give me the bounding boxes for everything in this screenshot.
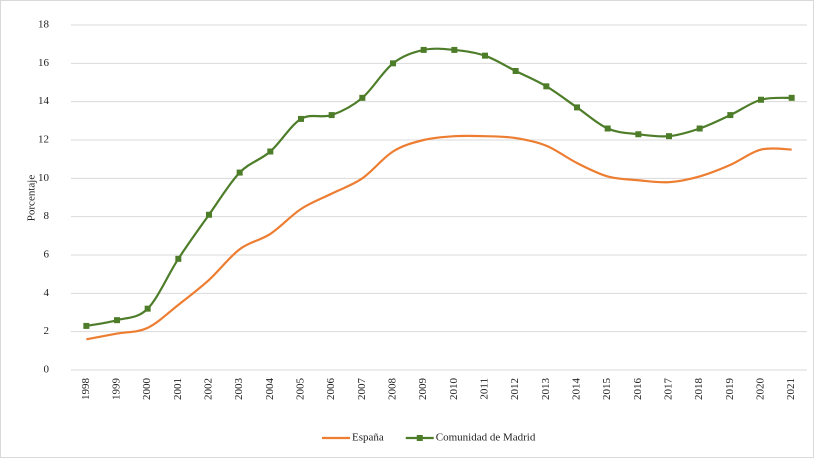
legend-marker — [416, 435, 423, 441]
point-marker — [666, 133, 672, 140]
x-tick-label: 2018 — [693, 378, 705, 401]
x-tick-label: 2013 — [540, 378, 552, 401]
point-marker — [512, 68, 519, 74]
point-marker — [298, 115, 304, 122]
x-tick-label: 2009 — [417, 378, 429, 401]
y-tick-label: 14 — [38, 95, 50, 107]
point-marker — [727, 112, 734, 119]
x-tick-label: 2015 — [601, 378, 613, 401]
y-tick-label: 18 — [38, 19, 50, 31]
x-tick-label: 2002 — [203, 378, 215, 400]
x-tick-label: 2020 — [755, 378, 767, 401]
x-tick-label: 2014 — [571, 378, 583, 401]
point-marker — [574, 104, 580, 111]
y-tick-label: 6 — [44, 249, 50, 261]
x-tick-label: 2008 — [387, 378, 399, 401]
x-tick-label: 2017 — [663, 378, 675, 401]
point-marker — [175, 255, 182, 262]
y-tick-label: 2 — [44, 325, 50, 337]
y-tick-label: 10 — [38, 172, 50, 184]
point-marker — [236, 169, 243, 176]
x-tick-label: 2006 — [325, 378, 337, 401]
point-marker — [114, 317, 120, 324]
point-marker — [482, 52, 488, 59]
x-tick-label: 1999 — [111, 378, 123, 401]
point-marker — [83, 322, 90, 329]
x-tick-label: 1998 — [80, 378, 92, 401]
y-tick-label: 12 — [38, 134, 49, 146]
point-marker — [696, 125, 703, 132]
point-marker — [420, 46, 427, 53]
x-tick-label: 2000 — [141, 378, 153, 401]
point-marker — [267, 148, 274, 155]
x-tick-label: 2003 — [233, 378, 245, 401]
point-marker — [328, 112, 335, 119]
point-marker — [359, 94, 366, 101]
y-axis-label: Porcentaje — [26, 175, 38, 222]
point-marker — [604, 125, 611, 132]
point-marker — [144, 305, 151, 312]
x-tick-label: 2021 — [785, 378, 797, 400]
y-tick-label: 16 — [38, 57, 50, 69]
x-tick-label: 2012 — [509, 378, 521, 400]
y-tick-label: 4 — [44, 287, 50, 299]
point-marker — [206, 211, 212, 218]
x-tick-label: 2011 — [479, 378, 491, 400]
x-tick-label: 2016 — [632, 378, 644, 401]
x-tick-label: 2005 — [295, 378, 307, 401]
legend-label: Comunidad de Madrid — [436, 432, 536, 444]
legend-label: España — [352, 432, 384, 444]
x-tick-label: 2004 — [264, 378, 276, 401]
point-marker — [788, 94, 795, 101]
x-tick-label: 2010 — [448, 378, 460, 401]
x-tick-label: 2001 — [172, 378, 184, 400]
x-tick-label: 2007 — [356, 378, 368, 401]
y-tick-label: 8 — [44, 210, 50, 222]
point-marker — [451, 46, 458, 53]
point-marker — [758, 96, 764, 103]
point-marker — [635, 131, 642, 138]
point-marker — [390, 60, 396, 67]
x-tick-label: 2019 — [724, 378, 736, 401]
point-marker — [543, 83, 550, 90]
y-tick-label: 0 — [44, 364, 50, 376]
series-line — [86, 134, 792, 341]
